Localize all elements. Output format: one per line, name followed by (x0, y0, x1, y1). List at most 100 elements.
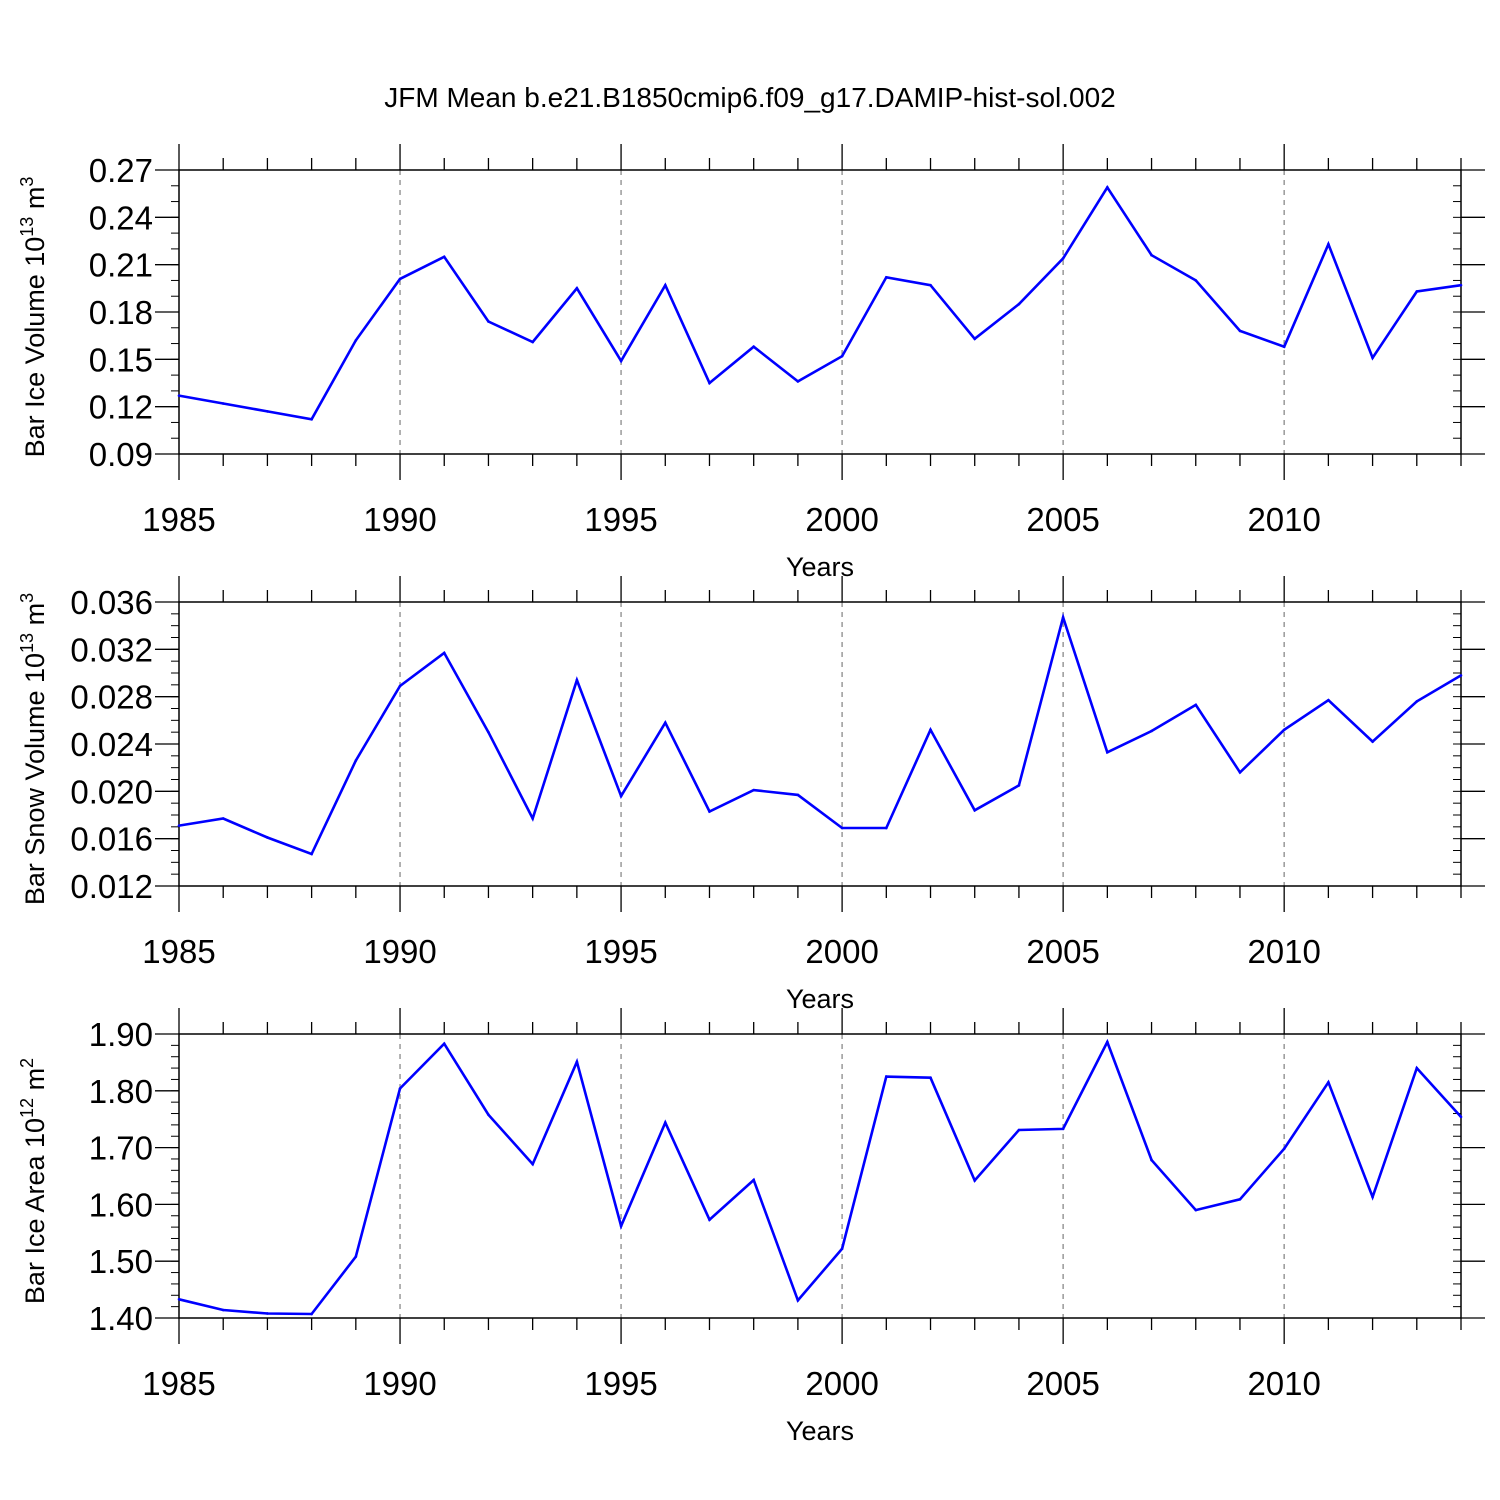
y-tick-label: 0.012 (70, 868, 153, 905)
data-point (840, 354, 844, 358)
data-point (1459, 283, 1463, 287)
data-point (840, 826, 844, 830)
y-tick-label: 0.028 (70, 679, 153, 716)
plot-frame (178, 601, 1462, 887)
x-tick-label: 2010 (1247, 1365, 1320, 1402)
x-axis-label: Years (786, 552, 854, 582)
data-point (619, 794, 623, 798)
y-axis-label-unit-exponent: 2 (17, 1058, 37, 1068)
x-tick-label: 1995 (584, 1365, 657, 1402)
y-axis-label-unit: m (20, 187, 50, 217)
x-tick-label: 1990 (363, 933, 436, 970)
series-line (178, 612, 1462, 856)
x-tick-label: 1985 (142, 501, 215, 538)
series-line (178, 1038, 1462, 1316)
data-point (1061, 1127, 1065, 1131)
data-point (840, 1247, 844, 1251)
panel-2: 0.012 0.016 0.020 0.024 0.028 0.032 0.036 1985 1… (17, 576, 1485, 1014)
data-point (266, 410, 269, 413)
data-point (796, 380, 800, 383)
data-point (708, 810, 711, 813)
y-axis-label: Bar Ice Volume 1013 m3 (17, 177, 50, 458)
y-axis-label-text: Bar Ice Volume 10 (20, 237, 50, 458)
chart-title: JFM Mean b.e21.B1850cmip6.f09_g17.DAMIP-… (384, 82, 1116, 113)
data-point (1061, 616, 1065, 619)
data-point (1106, 1040, 1109, 1044)
x-tick-label: 1995 (584, 501, 657, 538)
y-axis-label-exponent: 12 (17, 1098, 37, 1118)
data-point (531, 1162, 534, 1166)
data-point (1017, 302, 1021, 306)
data-point (796, 793, 800, 797)
data-point (708, 1218, 711, 1222)
y-tick-label: 0.21 (89, 247, 153, 284)
data-point (221, 1308, 225, 1312)
y-tick-label: 1.50 (89, 1243, 153, 1280)
data-point (398, 1087, 402, 1090)
x-tick-label: 1990 (363, 1365, 436, 1402)
data-point (1238, 329, 1242, 333)
data-point (1061, 257, 1065, 260)
data-point (354, 1255, 358, 1258)
data-point (708, 381, 711, 385)
y-axis-label-unit: m (20, 603, 50, 633)
data-point (929, 1076, 932, 1080)
data-point (929, 728, 932, 732)
data-point (1106, 750, 1109, 754)
data-point (177, 394, 181, 397)
y-axis-label-exponent: 13 (17, 633, 37, 653)
data-point (221, 402, 225, 405)
y-axis-label-unit: m (20, 1068, 50, 1098)
data-point (442, 1042, 446, 1045)
data-point (1238, 771, 1242, 774)
data-point (885, 826, 888, 830)
y-axis-label-text: Bar Ice Area 10 (20, 1118, 50, 1304)
data-point (1371, 356, 1374, 360)
data-point (752, 345, 755, 349)
y-tick-label: 0.020 (70, 773, 153, 810)
panel-1: 0.09 0.12 0.15 0.18 0.21 0.24 0.27 1985 1990 1995… (17, 144, 1485, 582)
data-point (1327, 242, 1330, 246)
y-axis-label: Bar Snow Volume 1013 m3 (17, 593, 50, 905)
data-point (973, 1179, 977, 1182)
y-tick-label: 0.09 (89, 436, 153, 473)
data-point (619, 359, 623, 363)
data-point (1150, 1158, 1153, 1162)
x-tick-label: 1995 (584, 933, 657, 970)
x-tick-label: 2010 (1247, 501, 1320, 538)
y-axis-label: Bar Ice Area 1012 m2 (17, 1058, 50, 1304)
data-point (221, 817, 225, 820)
data-point (575, 1060, 579, 1064)
data-point (1327, 698, 1330, 702)
x-axis-label: Years (786, 984, 854, 1014)
x-tick-label: 2000 (805, 501, 878, 538)
x-tick-label: 2000 (805, 1365, 878, 1402)
y-tick-label: 1.60 (89, 1186, 153, 1223)
data-point (1017, 1128, 1021, 1132)
x-tick-label: 2005 (1026, 501, 1099, 538)
y-tick-label: 0.12 (89, 389, 153, 426)
data-point (1459, 674, 1463, 677)
data-point (266, 836, 269, 839)
y-tick-label: 1.40 (89, 1300, 153, 1337)
data-point (1282, 1147, 1286, 1151)
y-tick-label: 0.032 (70, 631, 153, 668)
data-point (177, 824, 181, 827)
data-point (1194, 279, 1198, 282)
y-axis-label-exponent: 13 (17, 217, 37, 237)
data-point (487, 320, 490, 323)
data-point (398, 277, 402, 281)
y-tick-label: 0.24 (89, 199, 153, 236)
x-tick-label: 2000 (805, 933, 878, 970)
data-point (973, 337, 977, 341)
x-tick-label: 1985 (142, 1365, 215, 1402)
data-point (1415, 1066, 1419, 1070)
data-point (885, 1075, 888, 1078)
x-tick-label: 2005 (1026, 933, 1099, 970)
y-axis-label-unit-exponent: 3 (17, 177, 37, 187)
data-point (1282, 345, 1286, 349)
data-point (531, 817, 534, 820)
data-point (310, 1312, 313, 1316)
series-line (178, 184, 1462, 421)
